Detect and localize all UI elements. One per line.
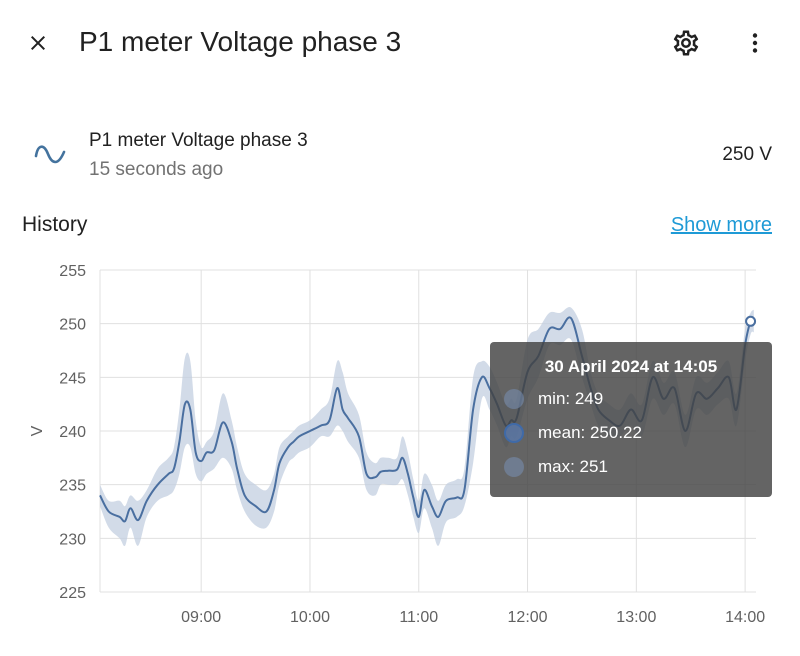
history-title: History	[22, 213, 88, 236]
entity-last-updated: 15 seconds ago	[89, 159, 224, 180]
x-tick-label: 14:00	[725, 609, 765, 626]
x-tick-label: 11:00	[399, 609, 438, 626]
more-options-button[interactable]	[731, 19, 779, 67]
dialog-title: P1 meter Voltage phase 3	[79, 26, 402, 57]
show-more-link[interactable]: Show more	[670, 214, 772, 236]
close-icon	[31, 36, 45, 50]
entity-row: P1 meter Voltage phase 3 15 seconds ago …	[0, 122, 800, 186]
sine-wave-icon	[34, 145, 66, 164]
settings-button[interactable]	[662, 19, 710, 67]
y-tick-label: 240	[59, 424, 86, 441]
entity-state: 250 V	[722, 144, 772, 165]
y-tick-label: 230	[59, 531, 86, 548]
tooltip-min: min: 249	[538, 389, 604, 408]
series-marker-icon	[504, 457, 524, 477]
close-button[interactable]	[14, 19, 62, 67]
gear-icon	[673, 30, 699, 56]
x-tick-label: 09:00	[181, 609, 221, 626]
y-tick-label: 255	[59, 263, 86, 280]
hover-point	[745, 315, 757, 327]
y-tick-label: 235	[59, 478, 86, 495]
series-marker-icon	[504, 389, 524, 409]
more-vertical-icon	[752, 33, 758, 53]
x-tick-label: 13:00	[616, 609, 656, 626]
y-axis-label: V	[29, 425, 46, 436]
tooltip-row-mean: mean: 250.22	[504, 420, 642, 446]
dialog-header: P1 meter Voltage phase 3	[0, 0, 800, 86]
y-tick-label: 245	[59, 370, 86, 387]
tooltip-max: max: 251	[538, 457, 608, 476]
tooltip-row-max: max: 251	[504, 454, 608, 480]
y-tick-label: 250	[59, 317, 86, 334]
x-tick-label: 12:00	[508, 609, 548, 626]
x-tick-label: 10:00	[290, 609, 330, 626]
tooltip-mean: mean: 250.22	[538, 423, 642, 442]
series-marker-icon	[504, 423, 524, 443]
tooltip-title: 30 April 2024 at 14:05	[544, 357, 718, 376]
tooltip-row-min: min: 249	[504, 386, 603, 412]
entity-name: P1 meter Voltage phase 3	[89, 130, 308, 151]
y-tick-label: 225	[59, 585, 86, 602]
chart-tooltip: 30 April 2024 at 14:05 min: 249 mean: 25…	[490, 342, 772, 497]
